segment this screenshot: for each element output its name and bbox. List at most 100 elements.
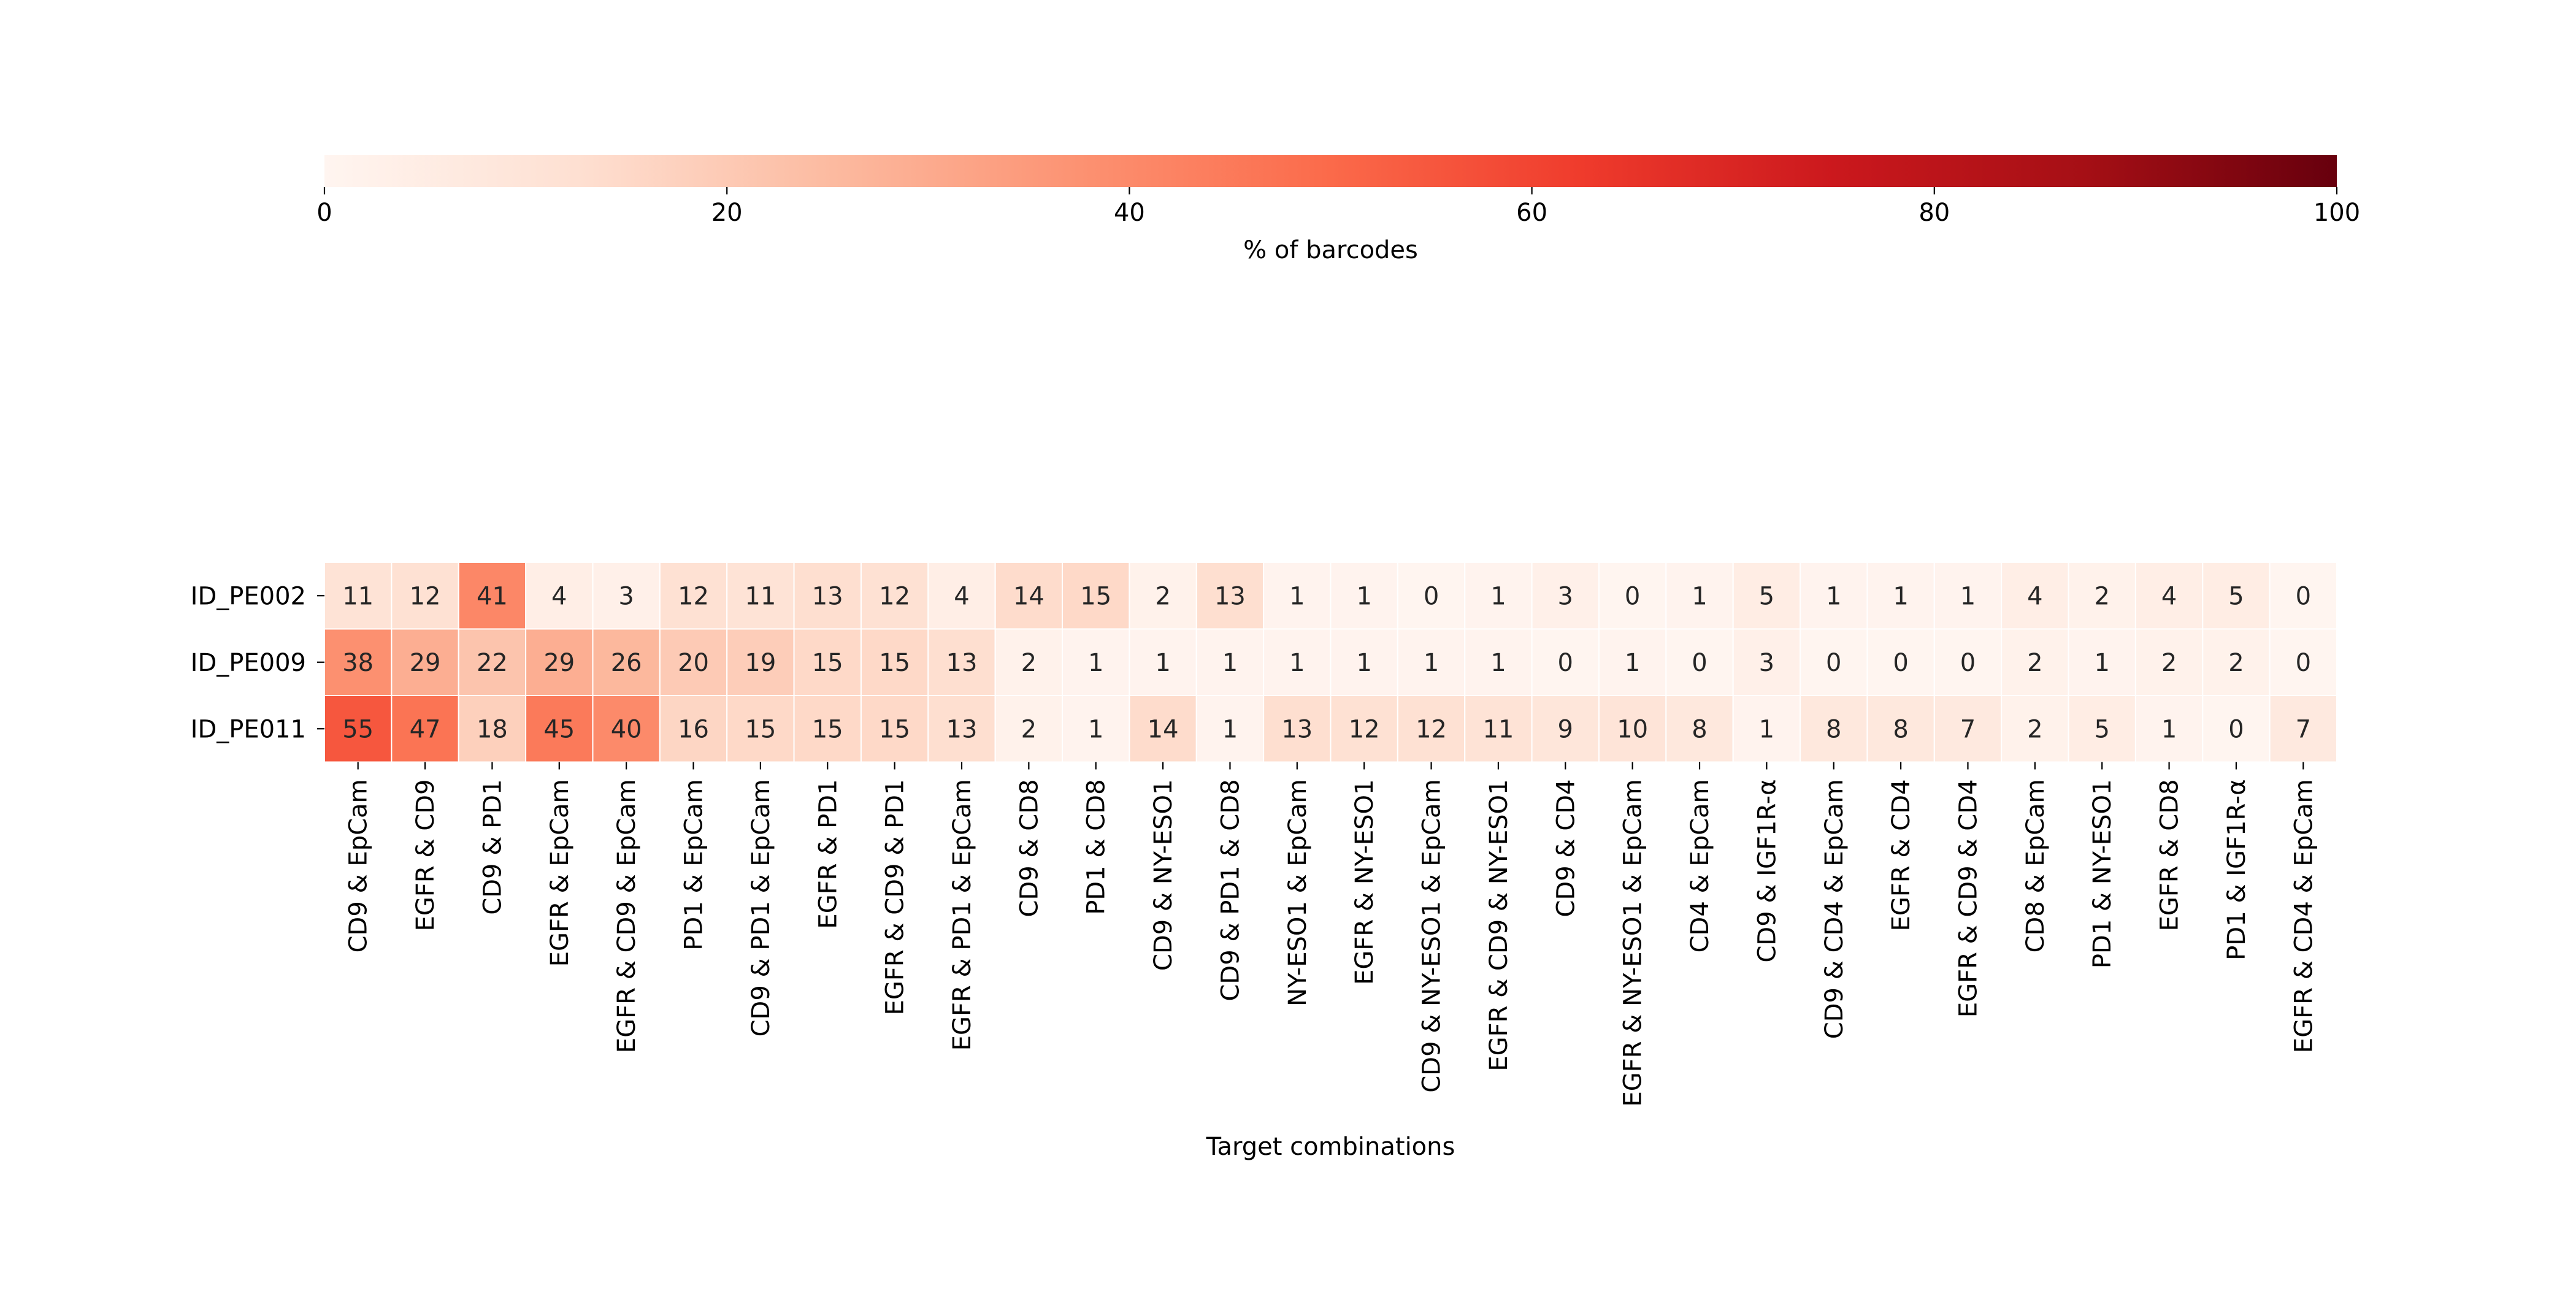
heatmap-cell-value: 13 (812, 582, 843, 610)
heatmap-cell-value: 12 (1416, 715, 1447, 743)
column-label: EGFR & CD9 & CD4 (1954, 780, 1982, 1018)
heatmap-cell-value: 2 (2027, 715, 2042, 743)
heatmap-cell-value: 18 (477, 715, 508, 743)
column-label: EGFR & PD1 (814, 780, 842, 929)
heatmap-cell-value: 1 (1222, 649, 1238, 677)
heatmap-cell-value: 14 (1013, 582, 1045, 610)
heatmap-cell-value: 1 (1088, 649, 1103, 677)
column-label: CD9 & NY-ESO1 (1149, 780, 1178, 971)
column-label: PD1 & CD8 (1083, 780, 1111, 915)
heatmap-cell-value: 22 (477, 649, 508, 677)
heatmap-cell-value: 0 (1558, 649, 1573, 677)
colorbar-ticks: 0 20 40 60 80 100 (316, 187, 2360, 227)
heatmap-cell-value: 10 (1617, 715, 1648, 743)
heatmap-cell-value: 3 (618, 582, 634, 610)
column-label: CD9 & NY-ESO1 & EpCam (1418, 780, 1446, 1093)
heatmap-cell-value: 15 (745, 715, 776, 743)
heatmap-cell-value: 4 (954, 582, 969, 610)
heatmap-cell-value: 2 (1021, 715, 1037, 743)
heatmap-cell-value: 15 (879, 715, 910, 743)
x-axis-label: Target combinations (1206, 1133, 1455, 1161)
heatmap-cell-value: 13 (1281, 715, 1313, 743)
column-label: EGFR & NY-ESO1 & EpCam (1619, 780, 1647, 1107)
column-label: EGFR & CD4 & EpCam (2290, 779, 2318, 1053)
heatmap-cell-value: 9 (1558, 715, 1573, 743)
heatmap-cell-value: 14 (1148, 715, 1179, 743)
heatmap-cell (1866, 562, 1935, 630)
heatmap-cell (1464, 562, 1533, 630)
heatmap-cell-value: 1 (1289, 649, 1305, 677)
heatmap-cell (1062, 628, 1130, 696)
heatmap-cell (927, 628, 996, 696)
heatmap-cell (1800, 562, 1868, 630)
heatmap-cell-value: 1 (1893, 582, 1908, 610)
heatmap-cell-value: 40 (611, 715, 642, 743)
heatmap-cell (994, 628, 1064, 696)
column-label: EGFR & CD9 & PD1 (881, 780, 910, 1016)
heatmap-cell (994, 562, 1064, 630)
heatmap-cell-value: 19 (745, 649, 776, 677)
heatmap-cell-value: 0 (1893, 649, 1908, 677)
column-label: CD9 & CD4 & EpCam (1820, 780, 1849, 1040)
heatmap-cell (1195, 695, 1265, 763)
heatmap-cell-value: 1 (2161, 715, 2177, 743)
heatmap-cell-value: 12 (410, 582, 441, 610)
heatmap-cell-value: 3 (1558, 582, 1573, 610)
heatmap-cell-value: 5 (1759, 582, 1774, 610)
colorbar: 0 20 40 60 80 100 % of barcodes (316, 155, 2360, 264)
heatmap-cell (2068, 628, 2136, 696)
column-label: CD9 & IGF1R-α (1753, 780, 1781, 963)
heatmap-cell-value: 1 (1356, 649, 1371, 677)
heatmap-cell (793, 562, 862, 630)
heatmap-cell-value: 2 (2094, 582, 2109, 610)
heatmap-cell-value: 2 (2027, 649, 2042, 677)
heatmap-cell (2269, 628, 2337, 696)
heatmap-cell-value: 47 (410, 715, 441, 743)
heatmap-cell (927, 562, 996, 630)
heatmap-cell (1866, 695, 1935, 763)
heatmap-cell-value: 1 (1289, 582, 1305, 610)
heatmap-cell-value: 8 (1826, 715, 1841, 743)
heatmap-cell-value: 1 (1490, 582, 1506, 610)
heatmap-cell-value: 0 (1826, 649, 1841, 677)
heatmap-cell-value: 3 (1759, 649, 1774, 677)
heatmap-cell-value: 1 (1155, 649, 1170, 677)
colorbar-label: % of barcodes (1243, 236, 1418, 264)
heatmap-cell (2269, 562, 2337, 630)
heatmap-cell-value: 4 (2161, 582, 2177, 610)
row-labels: ID_PE002 ID_PE009 ID_PE011 (191, 582, 324, 743)
heatmap-cell-value: 13 (946, 715, 978, 743)
column-label: CD4 & EpCam (1686, 780, 1714, 953)
heatmap-cell (659, 562, 728, 630)
column-label: PD1 & EpCam (680, 780, 708, 951)
heatmap-cell-value: 29 (410, 649, 441, 677)
heatmap-cell-value: 11 (342, 582, 374, 610)
heatmap-cell (1598, 628, 1667, 696)
heatmap-cell (659, 628, 728, 696)
column-label: CD9 & CD8 (1015, 780, 1043, 917)
column-label: EGFR & CD9 (412, 780, 440, 932)
column-labels: CD9 & EpCam EGFR & CD9 CD9 & PD1 EGFR & EpC… (345, 762, 2318, 1107)
column-label: PD1 & NY-ESO1 (2088, 780, 2117, 969)
heatmap-cell-value: 0 (2296, 582, 2311, 610)
heatmap-cell (592, 562, 661, 630)
heatmap-cell (793, 695, 862, 763)
heatmap-cell-value: 1 (1356, 582, 1371, 610)
heatmap-cell (391, 628, 459, 696)
heatmap-cell (1330, 695, 1398, 763)
column-label: EGFR & CD4 (1887, 780, 1915, 932)
heatmap-cell (1263, 628, 1332, 696)
heatmap-cell-value: 0 (1625, 582, 1640, 610)
heatmap-cell-value: 1 (2094, 649, 2109, 677)
colorbar-tick-label: 80 (1919, 199, 1950, 227)
column-label: EGFR & NY-ESO1 (1351, 780, 1379, 985)
heatmap-cell (1397, 628, 1466, 696)
heatmap-cell (2134, 562, 2204, 630)
column-label: CD9 & EpCam (345, 780, 373, 953)
heatmap-cell (458, 628, 527, 696)
heatmap-cell-value: 12 (879, 582, 910, 610)
heatmap-cell (525, 562, 594, 630)
heatmap-cell (1062, 562, 1130, 630)
heatmap-cell (1129, 628, 1197, 696)
column-label: PD1 & IGF1R-α (2223, 780, 2251, 960)
